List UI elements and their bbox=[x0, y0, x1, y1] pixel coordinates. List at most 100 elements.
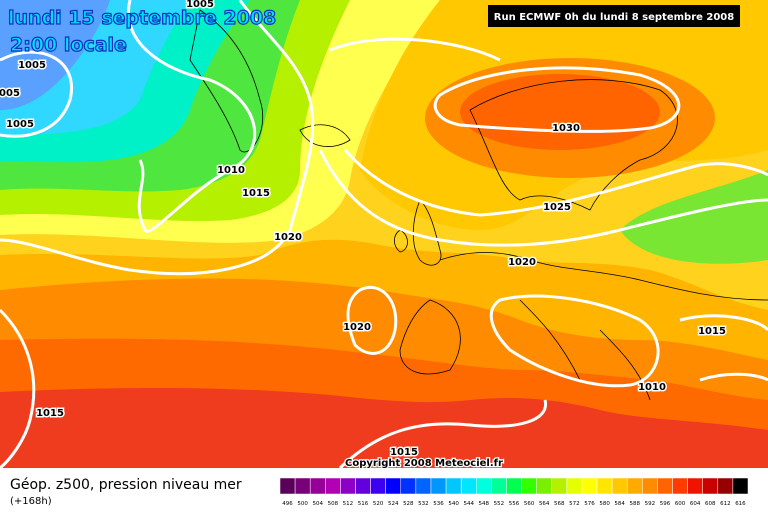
isobar-label: 1025 bbox=[543, 202, 571, 213]
continent bbox=[399, 252, 768, 401]
isobar-label: 1010 bbox=[638, 382, 666, 393]
scale-swatch bbox=[476, 477, 492, 495]
isobar bbox=[679, 314, 768, 382]
british-isles bbox=[393, 199, 442, 266]
scale-label: 504 bbox=[312, 501, 323, 507]
isobar bbox=[0, 308, 36, 470]
run-info: Run ECMWF 0h du lundi 8 septembre 2008 bbox=[494, 12, 734, 23]
isobar bbox=[489, 294, 660, 388]
isobar-label: 1005 bbox=[6, 119, 34, 130]
scale-label: 508 bbox=[328, 501, 339, 507]
scale-swatch bbox=[506, 477, 522, 495]
scale-swatch bbox=[672, 477, 688, 495]
isobar bbox=[433, 66, 681, 133]
scale-label: 512 bbox=[343, 501, 354, 507]
scale-swatch bbox=[702, 477, 719, 495]
scale-swatch bbox=[657, 477, 673, 495]
scale-label: 584 bbox=[614, 501, 625, 507]
scale-swatch bbox=[340, 477, 356, 495]
isobar-label: 1015 bbox=[36, 408, 64, 419]
scale-swatch bbox=[400, 477, 417, 495]
scale-swatch bbox=[415, 477, 432, 495]
scale-swatch bbox=[445, 477, 462, 495]
isobar-label: 1020 bbox=[508, 257, 536, 268]
date-title: lundi 15 septembre 2008 bbox=[8, 7, 276, 29]
coastlines bbox=[189, 9, 768, 401]
scale-label: 576 bbox=[584, 501, 595, 507]
scale-label: 612 bbox=[720, 501, 731, 507]
footer-lead: (+168h) bbox=[10, 496, 52, 507]
isobar-label: 1015 bbox=[390, 447, 418, 458]
isobar-label: 1015 bbox=[242, 188, 270, 199]
scale-swatch bbox=[642, 477, 658, 495]
scale-label: 592 bbox=[645, 501, 656, 507]
scale-swatch bbox=[596, 477, 613, 495]
scale-swatch bbox=[325, 477, 341, 495]
scale-label: 588 bbox=[630, 501, 641, 507]
scale-label: 608 bbox=[705, 501, 716, 507]
scale-label: 548 bbox=[479, 501, 490, 507]
isobar bbox=[127, 0, 257, 233]
east-green bbox=[620, 170, 768, 264]
scale-label: 564 bbox=[539, 501, 550, 507]
scale-label: 544 bbox=[463, 501, 474, 507]
color-scale: 496 500 504 508 512 516 520 524 528 532 536 540 544 5… bbox=[279, 477, 749, 507]
scale-label: 604 bbox=[690, 501, 701, 507]
scale-label: 496 bbox=[282, 501, 293, 507]
isobar-label: 1005 bbox=[18, 60, 46, 71]
isobar bbox=[0, 50, 73, 138]
isobar bbox=[318, 149, 768, 247]
scale-swatch bbox=[626, 477, 643, 495]
scale-label: 580 bbox=[599, 501, 610, 507]
scale-label: 536 bbox=[433, 501, 444, 507]
scale-swatch bbox=[370, 477, 386, 495]
scale-label: 540 bbox=[448, 501, 459, 507]
scale-swatch bbox=[279, 477, 296, 495]
isobar-label: 1020 bbox=[343, 322, 371, 333]
isobar bbox=[346, 285, 398, 355]
scale-label: 520 bbox=[373, 501, 384, 507]
scale-swatch bbox=[581, 477, 598, 495]
scale-swatch bbox=[611, 477, 628, 495]
isobar-label: 1030 bbox=[552, 123, 580, 134]
scale-label: 528 bbox=[403, 501, 414, 507]
time-title: 2:00 locale bbox=[10, 34, 127, 56]
scale-label: 572 bbox=[569, 501, 580, 507]
scale-swatch bbox=[551, 477, 568, 495]
scale-label: 532 bbox=[418, 501, 429, 507]
isobar bbox=[338, 399, 548, 470]
scale-label: 524 bbox=[388, 501, 399, 507]
isobar-label: 1005 bbox=[0, 88, 20, 99]
scandinavia bbox=[469, 79, 678, 211]
scale-label: 552 bbox=[494, 501, 505, 507]
scale-label: 560 bbox=[524, 501, 535, 507]
scale-swatch bbox=[294, 477, 311, 495]
isobar-label: 1005 bbox=[186, 0, 214, 10]
scale-swatch bbox=[491, 477, 507, 495]
copyright: Copyright 2008 Meteociel.fr bbox=[345, 458, 503, 469]
scale-label: 556 bbox=[509, 501, 520, 507]
high-core bbox=[460, 74, 660, 150]
isobar bbox=[329, 37, 768, 217]
greenland bbox=[189, 9, 264, 153]
scale-swatch bbox=[536, 477, 552, 495]
scale-swatch bbox=[732, 477, 749, 495]
isobar-labels: 1005 1005 1005 1005 1010 1015 1020 1030 … bbox=[0, 0, 727, 460]
scale-swatch bbox=[717, 477, 734, 495]
scale-swatch bbox=[687, 477, 703, 495]
run-box bbox=[488, 5, 740, 27]
footer-title: Géop. z500, pression niveau mer bbox=[10, 477, 242, 493]
isobar bbox=[0, 0, 315, 276]
scale-swatch bbox=[521, 477, 537, 495]
isobar-label: 1020 bbox=[274, 232, 302, 243]
scale-swatch bbox=[566, 477, 583, 495]
scale-swatch bbox=[460, 477, 477, 495]
band-blue bbox=[0, 0, 110, 110]
scale-label: 568 bbox=[554, 501, 565, 507]
scale-label: 616 bbox=[735, 501, 746, 507]
scale-swatch bbox=[309, 477, 326, 495]
scale-label: 596 bbox=[660, 501, 671, 507]
field bbox=[0, 0, 768, 468]
scale-swatch bbox=[355, 477, 371, 495]
isobar-label: 1015 bbox=[698, 326, 726, 337]
